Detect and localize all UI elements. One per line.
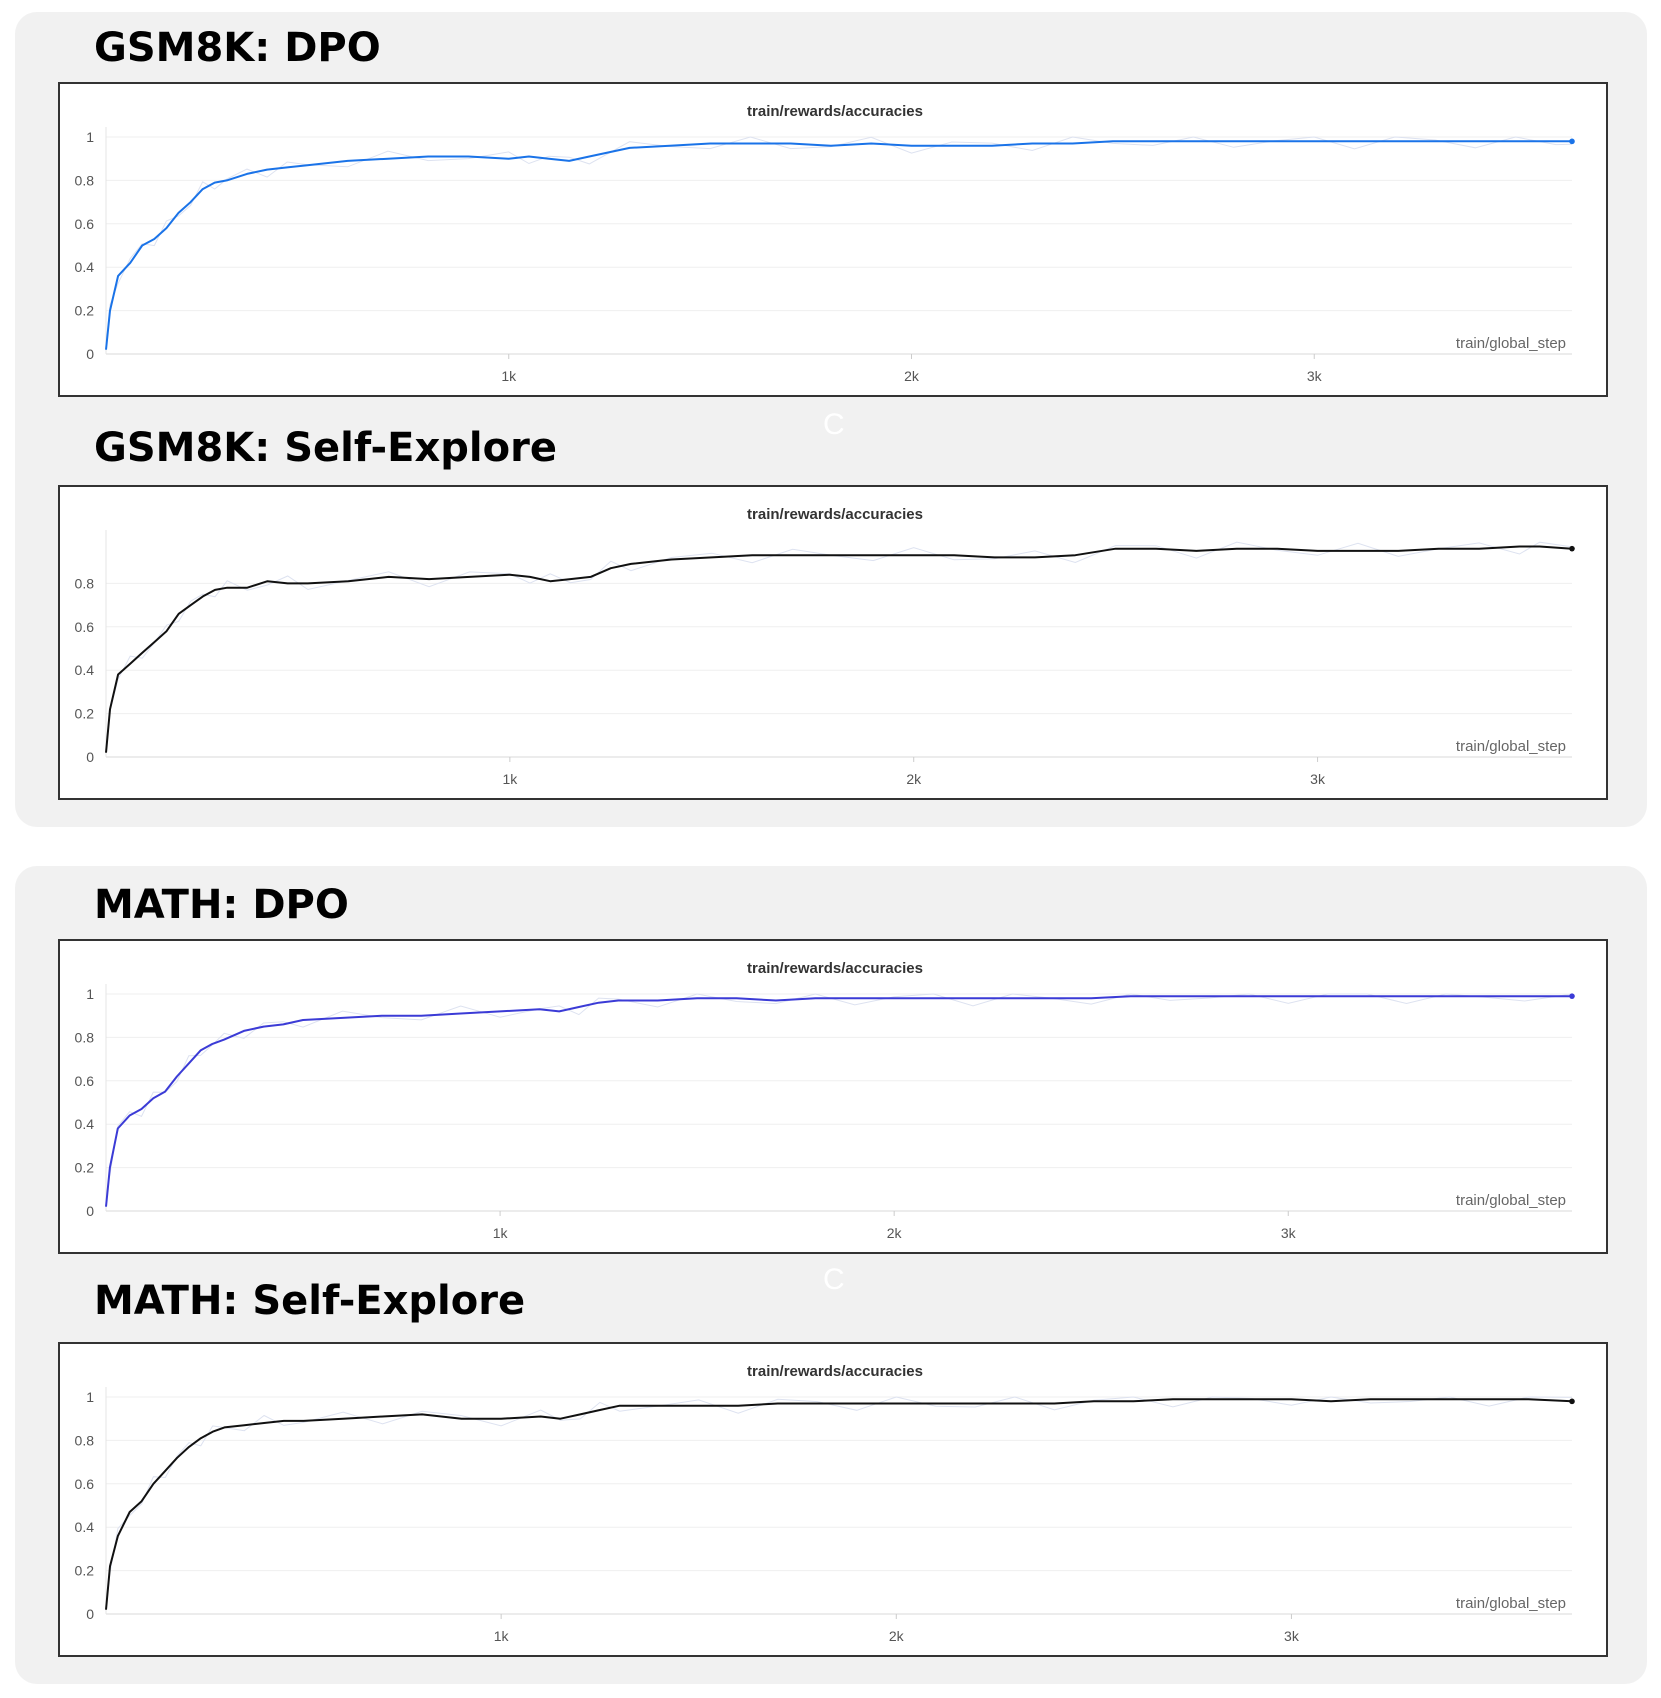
- series-endpoint: [1569, 138, 1575, 145]
- y-tick-label: 1: [86, 1389, 94, 1405]
- chart-panel: train/rewards/accuracies 0 0.2 0.4 0.6 0.8 1 1k…: [58, 82, 1608, 397]
- raw-series-line: [105, 993, 1573, 1200]
- chart-title: train/rewards/accuracies: [747, 103, 923, 120]
- x-tick-label: 2k: [887, 1225, 903, 1241]
- y-tick-label: 0.2: [75, 1160, 95, 1176]
- x-tick-label: 1k: [494, 1628, 510, 1644]
- x-tick-label: 3k: [1284, 1628, 1300, 1644]
- y-tick-label: 0.8: [75, 1432, 95, 1448]
- raw-series-line: [105, 136, 1573, 350]
- y-tick-label: 0.8: [75, 575, 95, 591]
- chart-panel: train/rewards/accuracies 0 0.2 0.4 0.6 0.8 1 1k…: [58, 939, 1608, 1254]
- x-tick-label: 3k: [1310, 771, 1326, 787]
- panel-heading: MATH: Self-Explore: [94, 1278, 526, 1324]
- chart-panel: train/rewards/accuracies 0 0.2 0.4 0.6 0.8 1k 2…: [58, 485, 1608, 800]
- y-tick-label: 0.4: [75, 1519, 95, 1535]
- x-tick-label: 1k: [501, 368, 517, 384]
- y-tick-label: 0.2: [75, 303, 95, 319]
- chart-svg: train/rewards/accuracies 0 0.2 0.4 0.6 0.8 1 1k…: [75, 1363, 1575, 1644]
- watermark-text: C: [823, 1263, 845, 1296]
- y-tick-label: 0.6: [75, 216, 95, 232]
- y-tick-label: 0.2: [75, 706, 95, 722]
- y-tick-label: 0.6: [75, 1476, 95, 1492]
- chart-panel: train/rewards/accuracies 0 0.2 0.4 0.6 0.8 1 1k…: [58, 1342, 1608, 1657]
- watermark-text: C: [823, 408, 845, 441]
- x-tick-label: 1k: [502, 771, 518, 787]
- y-tick-label: 0: [86, 1203, 94, 1219]
- series-line: [105, 545, 1573, 753]
- series-endpoint: [1569, 545, 1575, 552]
- panel-heading: MATH: DPO: [94, 882, 349, 928]
- x-axis-label: train/global_step: [1456, 1192, 1566, 1209]
- chart-svg: train/rewards/accuracies 0 0.2 0.4 0.6 0.8 1 1k…: [75, 960, 1575, 1241]
- panel-heading: GSM8K: Self-Explore: [94, 425, 557, 471]
- y-tick-label: 0.8: [75, 1029, 95, 1045]
- x-axis-label: train/global_step: [1456, 335, 1566, 352]
- chart-title: train/rewards/accuracies: [747, 1363, 923, 1380]
- y-tick-label: 0.6: [75, 619, 95, 635]
- y-tick-label: 0.4: [75, 1116, 95, 1132]
- y-tick-label: 1: [86, 129, 94, 145]
- x-tick-label: 3k: [1307, 368, 1323, 384]
- chart-svg: train/rewards/accuracies 0 0.2 0.4 0.6 0.8 1k 2…: [75, 506, 1575, 787]
- series-line: [105, 995, 1572, 1207]
- y-tick-label: 0.8: [75, 172, 95, 188]
- chart-svg: train/rewards/accuracies 0 0.2 0.4 0.6 0.8 1 1k…: [75, 103, 1575, 384]
- x-tick-label: 1k: [493, 1225, 509, 1241]
- series-endpoint: [1569, 1398, 1575, 1405]
- series-endpoint: [1569, 993, 1575, 999]
- y-tick-label: 0: [86, 1606, 94, 1622]
- x-tick-label: 2k: [889, 1628, 905, 1644]
- x-tick-label: 3k: [1281, 1225, 1297, 1241]
- series-line: [105, 140, 1572, 350]
- y-tick-label: 0.4: [75, 662, 95, 678]
- y-tick-label: 0.2: [75, 1563, 95, 1579]
- x-axis-label: train/global_step: [1456, 1595, 1566, 1612]
- y-tick-label: 0.4: [75, 259, 95, 275]
- y-tick-label: 0: [86, 346, 94, 362]
- series-line: [105, 1398, 1573, 1610]
- chart-title: train/rewards/accuracies: [747, 506, 923, 523]
- raw-series-line: [105, 1396, 1573, 1609]
- x-tick-label: 2k: [906, 771, 922, 787]
- panel-heading: GSM8K: DPO: [94, 25, 381, 71]
- y-tick-label: 0.6: [75, 1073, 95, 1089]
- x-axis-label: train/global_step: [1456, 738, 1566, 755]
- x-tick-label: 2k: [904, 368, 920, 384]
- raw-series-line: [105, 541, 1573, 747]
- chart-title: train/rewards/accuracies: [747, 960, 923, 977]
- y-tick-label: 1: [86, 986, 94, 1002]
- y-tick-label: 0: [86, 749, 94, 765]
